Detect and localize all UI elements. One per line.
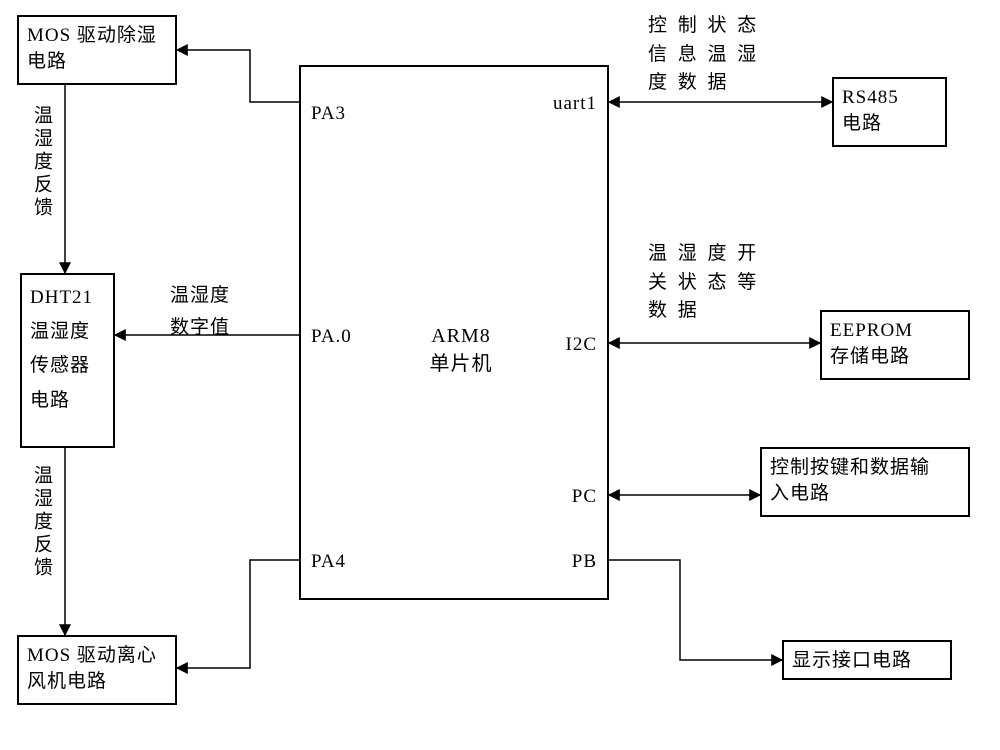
dht21-line3: 传感器	[30, 355, 90, 376]
pin-pa0: PA.0	[311, 327, 352, 346]
arrow-pb-display	[609, 560, 782, 660]
box-mos-dehumid: MOS 驱动除湿 电路	[17, 15, 177, 85]
mcu-title: ARM8 单片机	[421, 322, 501, 378]
mos-dehumid-line2: 电路	[27, 51, 67, 72]
keys-line1: 控制按键和数据输	[770, 457, 930, 478]
note-pa0: 温湿度 数字值	[170, 280, 230, 345]
pin-i2c: I2C	[566, 335, 598, 354]
note-i2c-l2: 关 状 态 等	[648, 272, 759, 293]
arrow-pa4-mos-fan	[177, 560, 299, 668]
eeprom-line2: 存储电路	[830, 346, 910, 367]
note-feedback-top: 温湿度反馈	[32, 105, 51, 220]
dht21-line2: 温湿度	[30, 321, 90, 342]
display-line1: 显示接口电路	[792, 650, 912, 671]
note-pa0-l1: 温湿度	[170, 285, 230, 306]
mos-dehumid-line1: MOS 驱动除湿	[27, 25, 157, 46]
pin-uart1: uart1	[553, 94, 597, 113]
mcu-title-line2: 单片机	[430, 353, 493, 375]
keys-line2: 入电路	[770, 483, 830, 504]
box-eeprom: EEPROM 存储电路	[820, 310, 970, 380]
note-i2c-l1: 温 湿 度 开	[648, 243, 759, 264]
eeprom-line1: EEPROM	[830, 320, 913, 341]
arrow-pa3-mos-dehumid	[177, 50, 299, 102]
dht21-line1: DHT21	[30, 287, 93, 308]
mos-fan-line1: MOS 驱动离心	[27, 645, 157, 666]
note-i2c-l3: 数 据	[648, 300, 700, 321]
box-rs485: RS485 电路	[832, 77, 947, 147]
rs485-line1: RS485	[842, 87, 899, 108]
pin-pb: PB	[572, 552, 597, 571]
note-uart-l1: 控 制 状 态	[648, 15, 759, 36]
pin-pa3: PA3	[311, 104, 346, 123]
note-uart: 控 制 状 态 信 息 温 湿 度 数 据	[648, 12, 759, 98]
mcu-title-line1: ARM8	[431, 325, 491, 347]
note-uart-l2: 信 息 温 湿	[648, 44, 759, 65]
box-mos-fan: MOS 驱动离心 风机电路	[17, 635, 177, 705]
note-uart-l3: 度 数 据	[648, 72, 730, 93]
box-display: 显示接口电路	[782, 640, 952, 680]
box-keys: 控制按键和数据输 入电路	[760, 447, 970, 517]
pin-pa4: PA4	[311, 552, 346, 571]
mcu-block: ARM8 单片机 PA3 PA.0 PA4 uart1 I2C PC PB	[299, 65, 609, 600]
pin-pc: PC	[572, 487, 597, 506]
box-dht21: DHT21 温湿度 传感器 电路	[20, 273, 115, 448]
diagram-canvas: ARM8 单片机 PA3 PA.0 PA4 uart1 I2C PC PB MO…	[0, 0, 1000, 750]
dht21-line4: 电路	[30, 390, 70, 411]
note-pa0-l2: 数字值	[170, 317, 230, 338]
rs485-line2: 电路	[842, 113, 882, 134]
mos-fan-line2: 风机电路	[27, 671, 107, 692]
note-i2c: 温 湿 度 开 关 状 态 等 数 据	[648, 240, 759, 326]
note-feedback-bottom: 温湿度反馈	[32, 465, 51, 580]
